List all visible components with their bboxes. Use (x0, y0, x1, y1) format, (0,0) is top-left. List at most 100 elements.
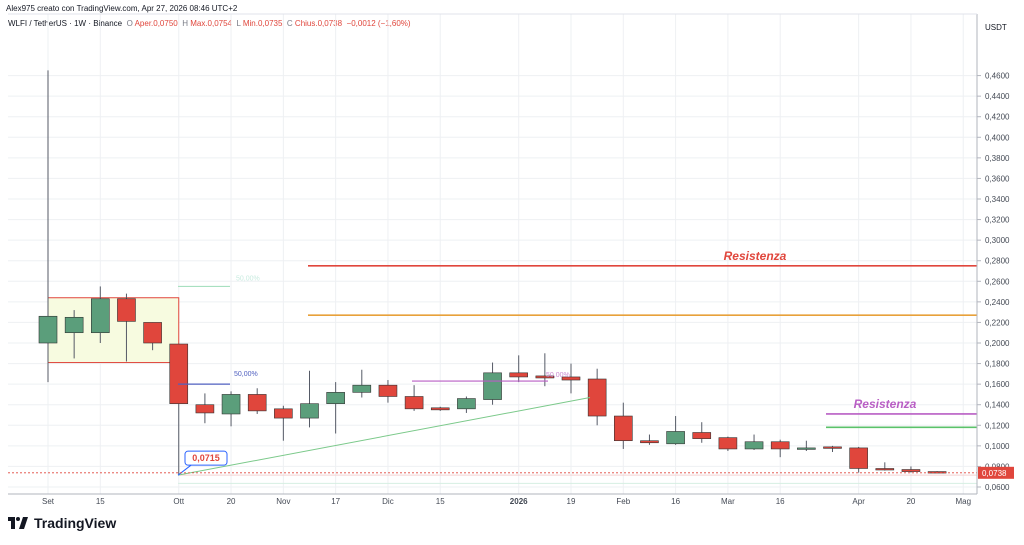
candle-body (797, 447, 816, 450)
x-tick-label: 17 (331, 497, 340, 506)
drawing-overlays: Resistenza Resistenza 50,00% 50,00% 50,00% 0,… (8, 249, 977, 484)
close-value: Chius.0,0738 (294, 19, 343, 28)
symbol-label[interactable]: WLFI / TetherUS · 1W · Binance (8, 19, 123, 28)
y-tick-label: 0,2800 (985, 257, 1010, 266)
y-tick-label: 0,1400 (985, 401, 1010, 410)
low-label: L (236, 19, 241, 28)
ohlc-legend: WLFI / TetherUS · 1W · Binance O Aper.0,… (8, 19, 411, 28)
low-callout-pointer (177, 464, 192, 476)
open-label: O (126, 19, 133, 28)
candle-body (64, 316, 84, 334)
candle-body (849, 447, 868, 469)
candle-body (692, 432, 712, 439)
tradingview-logo-icon (8, 517, 28, 529)
candle-body (221, 394, 241, 415)
y-tick-label: 0,4400 (985, 92, 1010, 101)
candle-body (457, 398, 476, 410)
y-tick-label: 0,4000 (985, 133, 1010, 142)
candle-body (718, 437, 738, 450)
y-tick-label: 0,1800 (985, 360, 1010, 369)
x-tick-label: 16 (671, 497, 680, 506)
y-tick-label: 0,2400 (985, 298, 1010, 307)
open-value: Aper.0,0750 (134, 19, 178, 28)
currency-label: USDT (985, 23, 1007, 32)
y-tick-label: 0,4600 (985, 72, 1010, 81)
y-tick-label: 0,2600 (985, 277, 1010, 286)
y-tick-label: 0,1600 (985, 380, 1010, 389)
y-tick-label: 0,3400 (985, 195, 1010, 204)
x-tick-label: 15 (436, 497, 445, 506)
close-label: C (286, 19, 293, 28)
change-value: −0,0012 (−1,60%) (346, 19, 411, 28)
x-tick-label: Feb (616, 497, 630, 506)
candle-body (509, 372, 529, 378)
low-callout-box (184, 450, 228, 466)
tradingview-brand: TradingView (34, 515, 117, 531)
candle-body (875, 468, 895, 471)
candle-body (117, 298, 136, 322)
y-tick-label: 0,0600 (985, 483, 1010, 492)
plot-area (8, 14, 977, 494)
x-tick-label: Mar (721, 497, 735, 506)
candle-body (143, 322, 162, 344)
candle-body (640, 440, 659, 444)
axes: 0,4600 0,4400 0,4200 0,4000 0,3800 0,3600 0,34… (8, 13, 1014, 506)
candle-body (378, 384, 398, 397)
candle-body (38, 315, 58, 344)
candle-body (91, 298, 110, 334)
high-value: Max.0,0754 (190, 19, 233, 28)
candle-body (169, 343, 189, 404)
high-label: H (182, 19, 188, 28)
y-tick-label: 0,1000 (985, 442, 1010, 451)
trend-line (177, 397, 591, 476)
candle-body (247, 394, 267, 412)
candle-body (404, 396, 424, 410)
candle-body (483, 372, 502, 400)
last-price-tag (978, 466, 1014, 479)
candle-body (326, 392, 345, 404)
x-tick-label: Set (42, 497, 55, 506)
y-tick-label: 0,2200 (985, 318, 1010, 327)
chart-caption: Alex975 creato con TradingView.com, Apr … (6, 4, 238, 13)
y-tick-label: 0,3200 (985, 216, 1010, 225)
low-callout-value: 0,0715 (192, 453, 220, 463)
x-tick-label: 2026 (510, 497, 528, 506)
x-tick-label: 20 (906, 497, 915, 506)
candle-body (300, 403, 319, 419)
tradingview-logo[interactable]: TradingView (8, 515, 116, 531)
fib-label: 50,00% (236, 275, 260, 282)
candle-body (430, 407, 450, 411)
x-tick-label: 15 (96, 497, 105, 506)
candle-body (666, 431, 685, 445)
x-tick-label: 20 (227, 497, 236, 506)
candle-body (744, 441, 764, 450)
x-tick-label: 16 (776, 497, 785, 506)
candle-body (901, 469, 921, 472)
y-tick-label: 0,1200 (985, 421, 1010, 430)
candle-body (613, 415, 633, 442)
x-tick-label: Mag (955, 497, 971, 506)
x-tick-label: Apr (852, 497, 865, 506)
y-tick-label: 0,3000 (985, 236, 1010, 245)
fib-label: 50,00% (234, 371, 258, 378)
candles (38, 70, 947, 476)
level-label: Resistenza (724, 249, 787, 263)
x-tick-label: Dic (382, 497, 394, 506)
y-tick-label: 0,3600 (985, 174, 1010, 183)
candle-body (535, 375, 555, 379)
candle-body (195, 404, 215, 414)
candle-body (274, 408, 293, 419)
y-tick-label: 0,2000 (985, 339, 1010, 348)
y-tick-label: 0,4200 (985, 113, 1010, 122)
fib-label: 50,00% (546, 372, 570, 379)
candle-body (587, 378, 607, 417)
y-tick-label: 0,3800 (985, 154, 1010, 163)
candle-body (770, 441, 790, 450)
x-tick-label: Nov (276, 497, 290, 506)
candle-body (823, 446, 842, 449)
candle-body (352, 384, 372, 393)
x-tick-label: 19 (567, 497, 576, 506)
candle-body (561, 376, 581, 381)
low-value: Min.0,0735 (242, 19, 283, 28)
